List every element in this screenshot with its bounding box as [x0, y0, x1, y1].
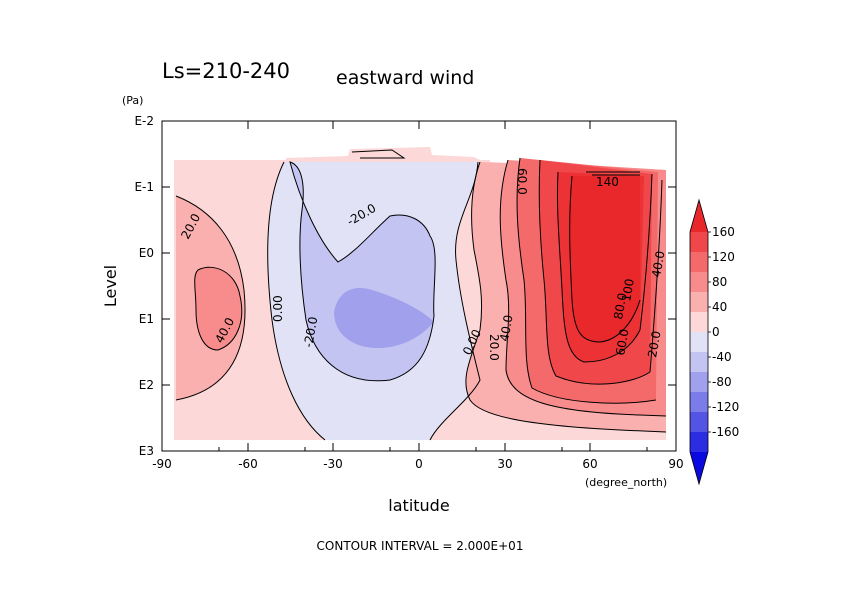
y-tick-label: E2	[139, 378, 154, 392]
colorbar-label: 120	[712, 250, 735, 264]
contour-interval-note: CONTOUR INTERVAL = 2.000E+01	[317, 539, 524, 553]
chart-title: Ls=210-240	[162, 59, 290, 83]
x-unit-label: (degree_north)	[585, 476, 667, 489]
colorbar-label: 0	[712, 325, 720, 339]
region-120-west	[569, 176, 640, 342]
y-tick-labels: E-2 E-1 E0 E1 E2 E3	[134, 114, 154, 458]
colorbar-label: -80	[712, 375, 732, 389]
y-unit-label: (Pa)	[122, 94, 143, 107]
colorbar-segment	[690, 232, 708, 253]
contour-label: 20.0	[645, 330, 663, 359]
colorbar-segment	[690, 312, 708, 333]
colorbar-extend-max	[690, 200, 708, 232]
colorbar-segment	[690, 352, 708, 373]
colorbar-segment	[690, 332, 708, 353]
x-tick-label: -30	[323, 457, 343, 471]
x-tick-label: -90	[152, 457, 172, 471]
colorbar-label: -160	[712, 425, 739, 439]
contour-label: 40.0	[649, 250, 667, 279]
y-axis	[162, 120, 676, 452]
colorbar-outline	[689, 198, 709, 486]
colorbar-segment	[690, 372, 708, 393]
y-tick-label: E1	[139, 312, 154, 326]
colorbar-extend-min	[690, 452, 708, 484]
colorbar-segment	[690, 272, 708, 293]
x-tick-label: -60	[238, 457, 258, 471]
contour-label: 80.0	[611, 292, 629, 321]
x-tick-label: 90	[668, 457, 683, 471]
y-axis-label: Level	[101, 265, 120, 307]
chart-subtitle: eastward wind	[336, 67, 474, 89]
contour-label: 60.0	[613, 328, 631, 357]
colorbar: 160 120 80 40 0 -40 -80 -120 -160	[689, 198, 739, 486]
colorbar-label: 80	[712, 275, 727, 289]
region-neg-40-60	[334, 288, 434, 348]
colorbar-segment	[690, 292, 708, 313]
colorbar-label: -120	[712, 400, 739, 414]
colorbar-label: -40	[712, 350, 732, 364]
contour-label: 140	[596, 175, 619, 189]
contour-label: 40.0	[497, 314, 515, 343]
x-tick-label: 0	[415, 457, 423, 471]
colorbar-segment	[690, 392, 708, 413]
colorbar-segment	[690, 412, 708, 433]
contour-label: 60.0	[515, 168, 529, 195]
contour-fill-layer	[174, 147, 666, 440]
y-tick-label: E3	[139, 444, 154, 458]
x-tick-label: 30	[497, 457, 512, 471]
colorbar-segment	[690, 252, 708, 273]
colorbar-segment	[690, 432, 708, 453]
contour-lines	[175, 149, 667, 441]
contour-label: 20.0	[487, 334, 501, 361]
x-tick-labels: -90 -60 -30 0 30 60 90	[152, 457, 683, 471]
y-tick-label: E-1	[134, 180, 154, 194]
colorbar-label: 40	[712, 300, 727, 314]
contour-label: 100	[619, 278, 637, 303]
region-20-40-south	[194, 267, 242, 350]
x-tick-label: 60	[582, 457, 597, 471]
x-axis	[161, 121, 677, 451]
contour-label: 0.00	[271, 295, 285, 322]
y-tick-label: E-2	[134, 114, 154, 128]
contour-label: -20.0	[301, 315, 320, 348]
x-axis-label: latitude	[388, 496, 449, 515]
colorbar-label: 160	[712, 225, 735, 239]
y-tick-label: E0	[139, 246, 154, 260]
